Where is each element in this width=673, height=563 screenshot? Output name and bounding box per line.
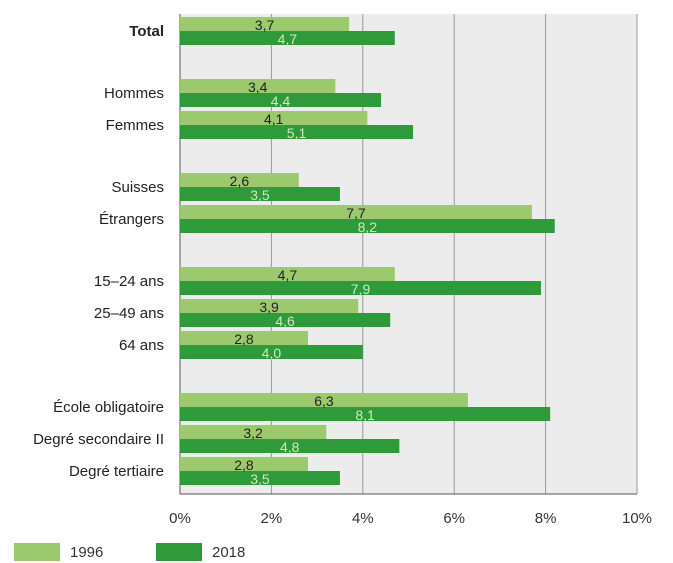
category-label-8: École obligatoire (53, 399, 164, 416)
value-label-1996-2: 4,1 (264, 111, 284, 127)
value-label-2018-1: 4,4 (271, 93, 291, 109)
x-tick-label-0: 0% (169, 510, 191, 527)
bar-1996-5 (180, 267, 395, 281)
category-label-10: Degré tertiaire (69, 463, 164, 480)
value-label-1996-7: 2,8 (234, 331, 254, 347)
bars (180, 17, 555, 485)
x-tick-label-10: 10% (622, 510, 652, 527)
bar-2018-8 (180, 407, 551, 421)
x-tick-label-2: 2% (261, 510, 283, 527)
category-label-3: Suisses (111, 179, 164, 196)
value-label-1996-10: 2,8 (234, 457, 254, 473)
legend-swatch-2018 (156, 543, 202, 561)
value-label-2018-2: 5,1 (287, 125, 307, 141)
bar-1996-0 (180, 17, 350, 31)
category-label-5: 15–24 ans (94, 273, 164, 290)
category-label-6: 25–49 ans (94, 305, 164, 322)
bar-1996-10 (180, 457, 308, 471)
bar-2018-1 (180, 93, 382, 107)
value-label-2018-4: 8,2 (358, 219, 378, 235)
bar-1996-2 (180, 111, 368, 125)
bar-2018-7 (180, 345, 363, 359)
category-label-9: Degré secondaire II (33, 431, 164, 448)
value-label-1996-9: 3,2 (243, 425, 263, 441)
value-label-1996-8: 6,3 (314, 393, 334, 409)
category-label-2: Femmes (106, 117, 164, 134)
bar-2018-6 (180, 313, 391, 327)
legend: 1996 2018 (14, 543, 245, 561)
value-label-1996-4: 7,7 (346, 205, 366, 221)
bar-2018-5 (180, 281, 542, 295)
value-label-2018-9: 4,8 (280, 439, 300, 455)
bar-2018-2 (180, 125, 414, 139)
value-label-2018-10: 3,5 (250, 471, 270, 487)
x-tick-label-6: 6% (443, 510, 465, 527)
bar-2018-3 (180, 187, 340, 201)
category-label-7: 64 ans (119, 337, 164, 354)
value-label-2018-5: 7,9 (351, 281, 371, 297)
x-tick-label-8: 8% (535, 510, 557, 527)
legend-label-1996: 1996 (70, 544, 103, 561)
value-label-2018-7: 4,0 (262, 345, 282, 361)
bar-1996-7 (180, 331, 308, 345)
bar-1996-6 (180, 299, 359, 313)
bar-2018-10 (180, 471, 340, 485)
bar-1996-1 (180, 79, 336, 93)
category-label-4: Étrangers (99, 211, 164, 228)
value-label-2018-0: 4,7 (278, 31, 298, 47)
bar-1996-4 (180, 205, 532, 219)
category-labels: Total Hommes Femmes Suisses Étrangers 15–24 a… (33, 23, 164, 480)
x-tick-label-4: 4% (352, 510, 374, 527)
bar-1996-9 (180, 425, 327, 439)
value-label-1996-0: 3,7 (255, 17, 275, 33)
bar-2018-0 (180, 31, 395, 45)
value-label-1996-1: 3,4 (248, 79, 268, 95)
value-label-1996-6: 3,9 (259, 299, 279, 315)
category-label-0: Total (129, 23, 164, 40)
bar-2018-9 (180, 439, 400, 453)
value-labels: 3,74,73,44,44,15,12,63,57,78,24,77,93,94… (230, 17, 378, 487)
category-label-1: Hommes (104, 85, 164, 102)
value-label-2018-6: 4,6 (275, 313, 295, 329)
value-label-2018-3: 3,5 (250, 187, 270, 203)
x-axis-tick-labels: 0% 2% 4% 6% 8% 10% (169, 510, 652, 527)
value-label-1996-3: 2,6 (230, 173, 250, 189)
value-label-2018-8: 8,1 (355, 407, 375, 423)
bar-2018-4 (180, 219, 555, 233)
bar-1996-3 (180, 173, 299, 187)
bar-1996-8 (180, 393, 468, 407)
legend-swatch-1996 (14, 543, 60, 561)
legend-label-2018: 2018 (212, 544, 245, 561)
value-label-1996-5: 4,7 (278, 267, 298, 283)
